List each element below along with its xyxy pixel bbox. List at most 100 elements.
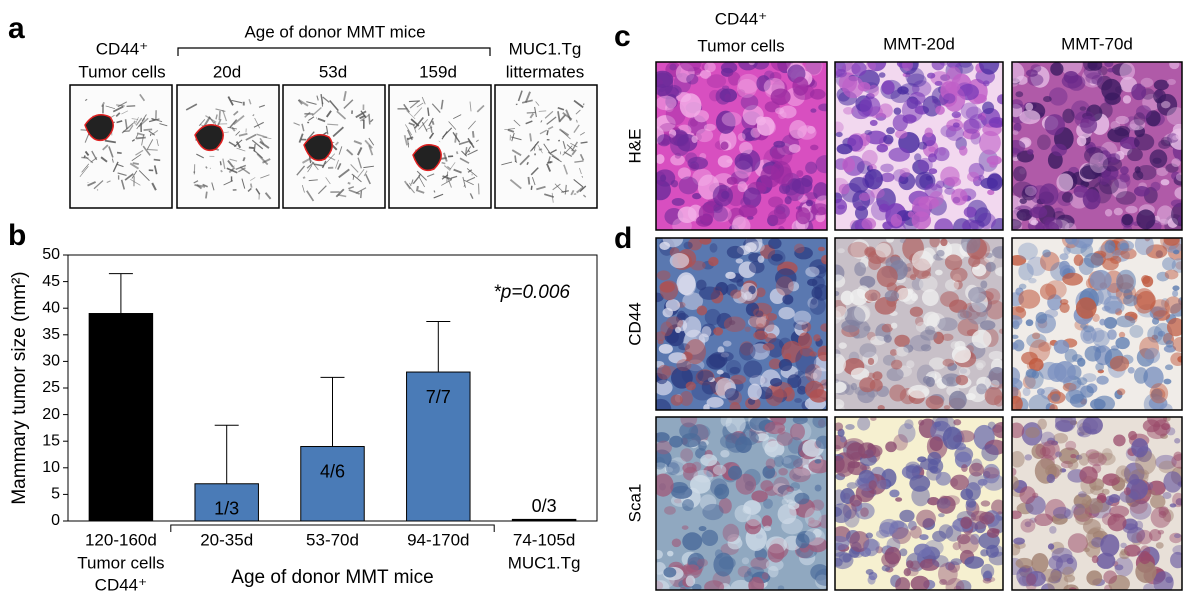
cell: [1062, 272, 1083, 286]
cell: [1101, 488, 1110, 495]
cell: [988, 117, 1003, 128]
duct: [256, 133, 268, 139]
cell: [1060, 460, 1074, 469]
cell: [954, 340, 966, 351]
x-tick-label: 74-105d: [513, 530, 575, 549]
cell: [761, 515, 773, 528]
cell: [656, 456, 666, 470]
duct: [135, 149, 144, 156]
cell: [745, 302, 760, 317]
cell: [691, 135, 698, 144]
cell: [935, 105, 945, 115]
duct: [428, 132, 435, 140]
duct: [576, 186, 584, 194]
cell: [1107, 513, 1127, 532]
duct: [406, 183, 415, 194]
duct: [205, 191, 208, 199]
duct: [117, 101, 128, 108]
duct: [428, 117, 434, 127]
image-frame: [655, 237, 828, 411]
cell: [939, 62, 949, 66]
cell: [809, 296, 826, 315]
duct: [443, 165, 451, 171]
micrograph: [835, 417, 1003, 590]
duct: [477, 183, 480, 195]
cell: [850, 367, 870, 380]
cell: [656, 562, 666, 575]
duct: [431, 103, 441, 113]
cell: [1082, 417, 1103, 435]
duct: [156, 138, 159, 147]
cell: [712, 464, 727, 476]
cell: [929, 238, 940, 248]
duct: [415, 185, 419, 192]
cell: [807, 519, 822, 529]
cell: [880, 172, 895, 183]
cell: [777, 504, 797, 525]
duct: [203, 116, 211, 127]
cell: [1047, 391, 1066, 404]
cell: [763, 525, 772, 532]
cell: [955, 579, 972, 590]
cell: [1174, 186, 1182, 200]
duct: [332, 126, 344, 138]
cell: [1078, 452, 1090, 466]
cell: [1059, 253, 1069, 261]
duct: [252, 114, 255, 117]
cell: [715, 88, 731, 105]
column-header: 53d: [319, 62, 347, 81]
cell: [793, 243, 805, 254]
cell: [805, 199, 813, 207]
cell: [701, 326, 712, 338]
cell: [770, 62, 791, 72]
duct: [185, 103, 198, 111]
cell: [1012, 467, 1017, 477]
cell: [765, 458, 776, 469]
duct: [325, 125, 329, 135]
cell: [680, 448, 694, 462]
cell: [1038, 341, 1052, 352]
cell: [781, 340, 803, 363]
cell: [941, 333, 954, 341]
cell: [767, 543, 785, 563]
cell: [1076, 417, 1099, 434]
cell: [748, 576, 765, 590]
duct: [408, 122, 416, 126]
cell: [1080, 115, 1098, 134]
duct: [193, 180, 199, 184]
row-label: Sca1: [625, 484, 644, 523]
duct: [262, 158, 271, 164]
bar: [406, 371, 471, 522]
cell: [1042, 249, 1051, 258]
cell: [1129, 500, 1152, 520]
cell: [892, 169, 907, 182]
cell: [929, 191, 944, 207]
cell: [1101, 448, 1113, 461]
image-frame: [655, 61, 828, 231]
cell: [895, 346, 909, 357]
cell: [1097, 452, 1116, 466]
cell: [777, 585, 785, 590]
cell: [988, 350, 1003, 361]
cell: [983, 467, 1000, 479]
cell: [1085, 449, 1100, 460]
duct: [430, 125, 433, 133]
whole-mount: [70, 85, 172, 208]
cell: [699, 494, 717, 511]
cell: [722, 340, 732, 347]
cell: [1012, 99, 1023, 109]
cell: [936, 249, 945, 257]
duct: [322, 96, 330, 103]
bar-label: 7/7: [426, 387, 451, 407]
cell: [943, 93, 956, 104]
duct: [517, 90, 523, 102]
image-frame: [494, 84, 598, 209]
cell: [928, 168, 938, 175]
cell: [896, 287, 913, 302]
cell: [1024, 521, 1032, 528]
cell: [841, 319, 860, 333]
cell: [1044, 114, 1065, 136]
duct: [301, 123, 305, 132]
duct: [446, 171, 449, 182]
cell: [910, 575, 930, 590]
